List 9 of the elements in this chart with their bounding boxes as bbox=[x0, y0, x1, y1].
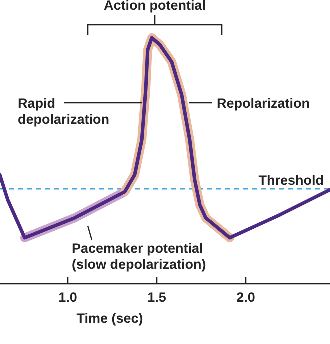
text: Action potential bbox=[104, 0, 206, 13]
x-tick-label: 1.5 bbox=[148, 290, 167, 305]
x-tick-label: 1.0 bbox=[58, 290, 78, 305]
annotation: Repolarization bbox=[217, 96, 310, 111]
ref-line-label: Threshold bbox=[258, 173, 324, 188]
annotation: Rapid depolarization bbox=[18, 96, 110, 127]
annotation: Pacemaker potential (slow depolarization) bbox=[72, 241, 206, 272]
x-tick-label: 2.0 bbox=[236, 290, 256, 305]
x-axis-title: Time (sec) bbox=[76, 311, 144, 326]
